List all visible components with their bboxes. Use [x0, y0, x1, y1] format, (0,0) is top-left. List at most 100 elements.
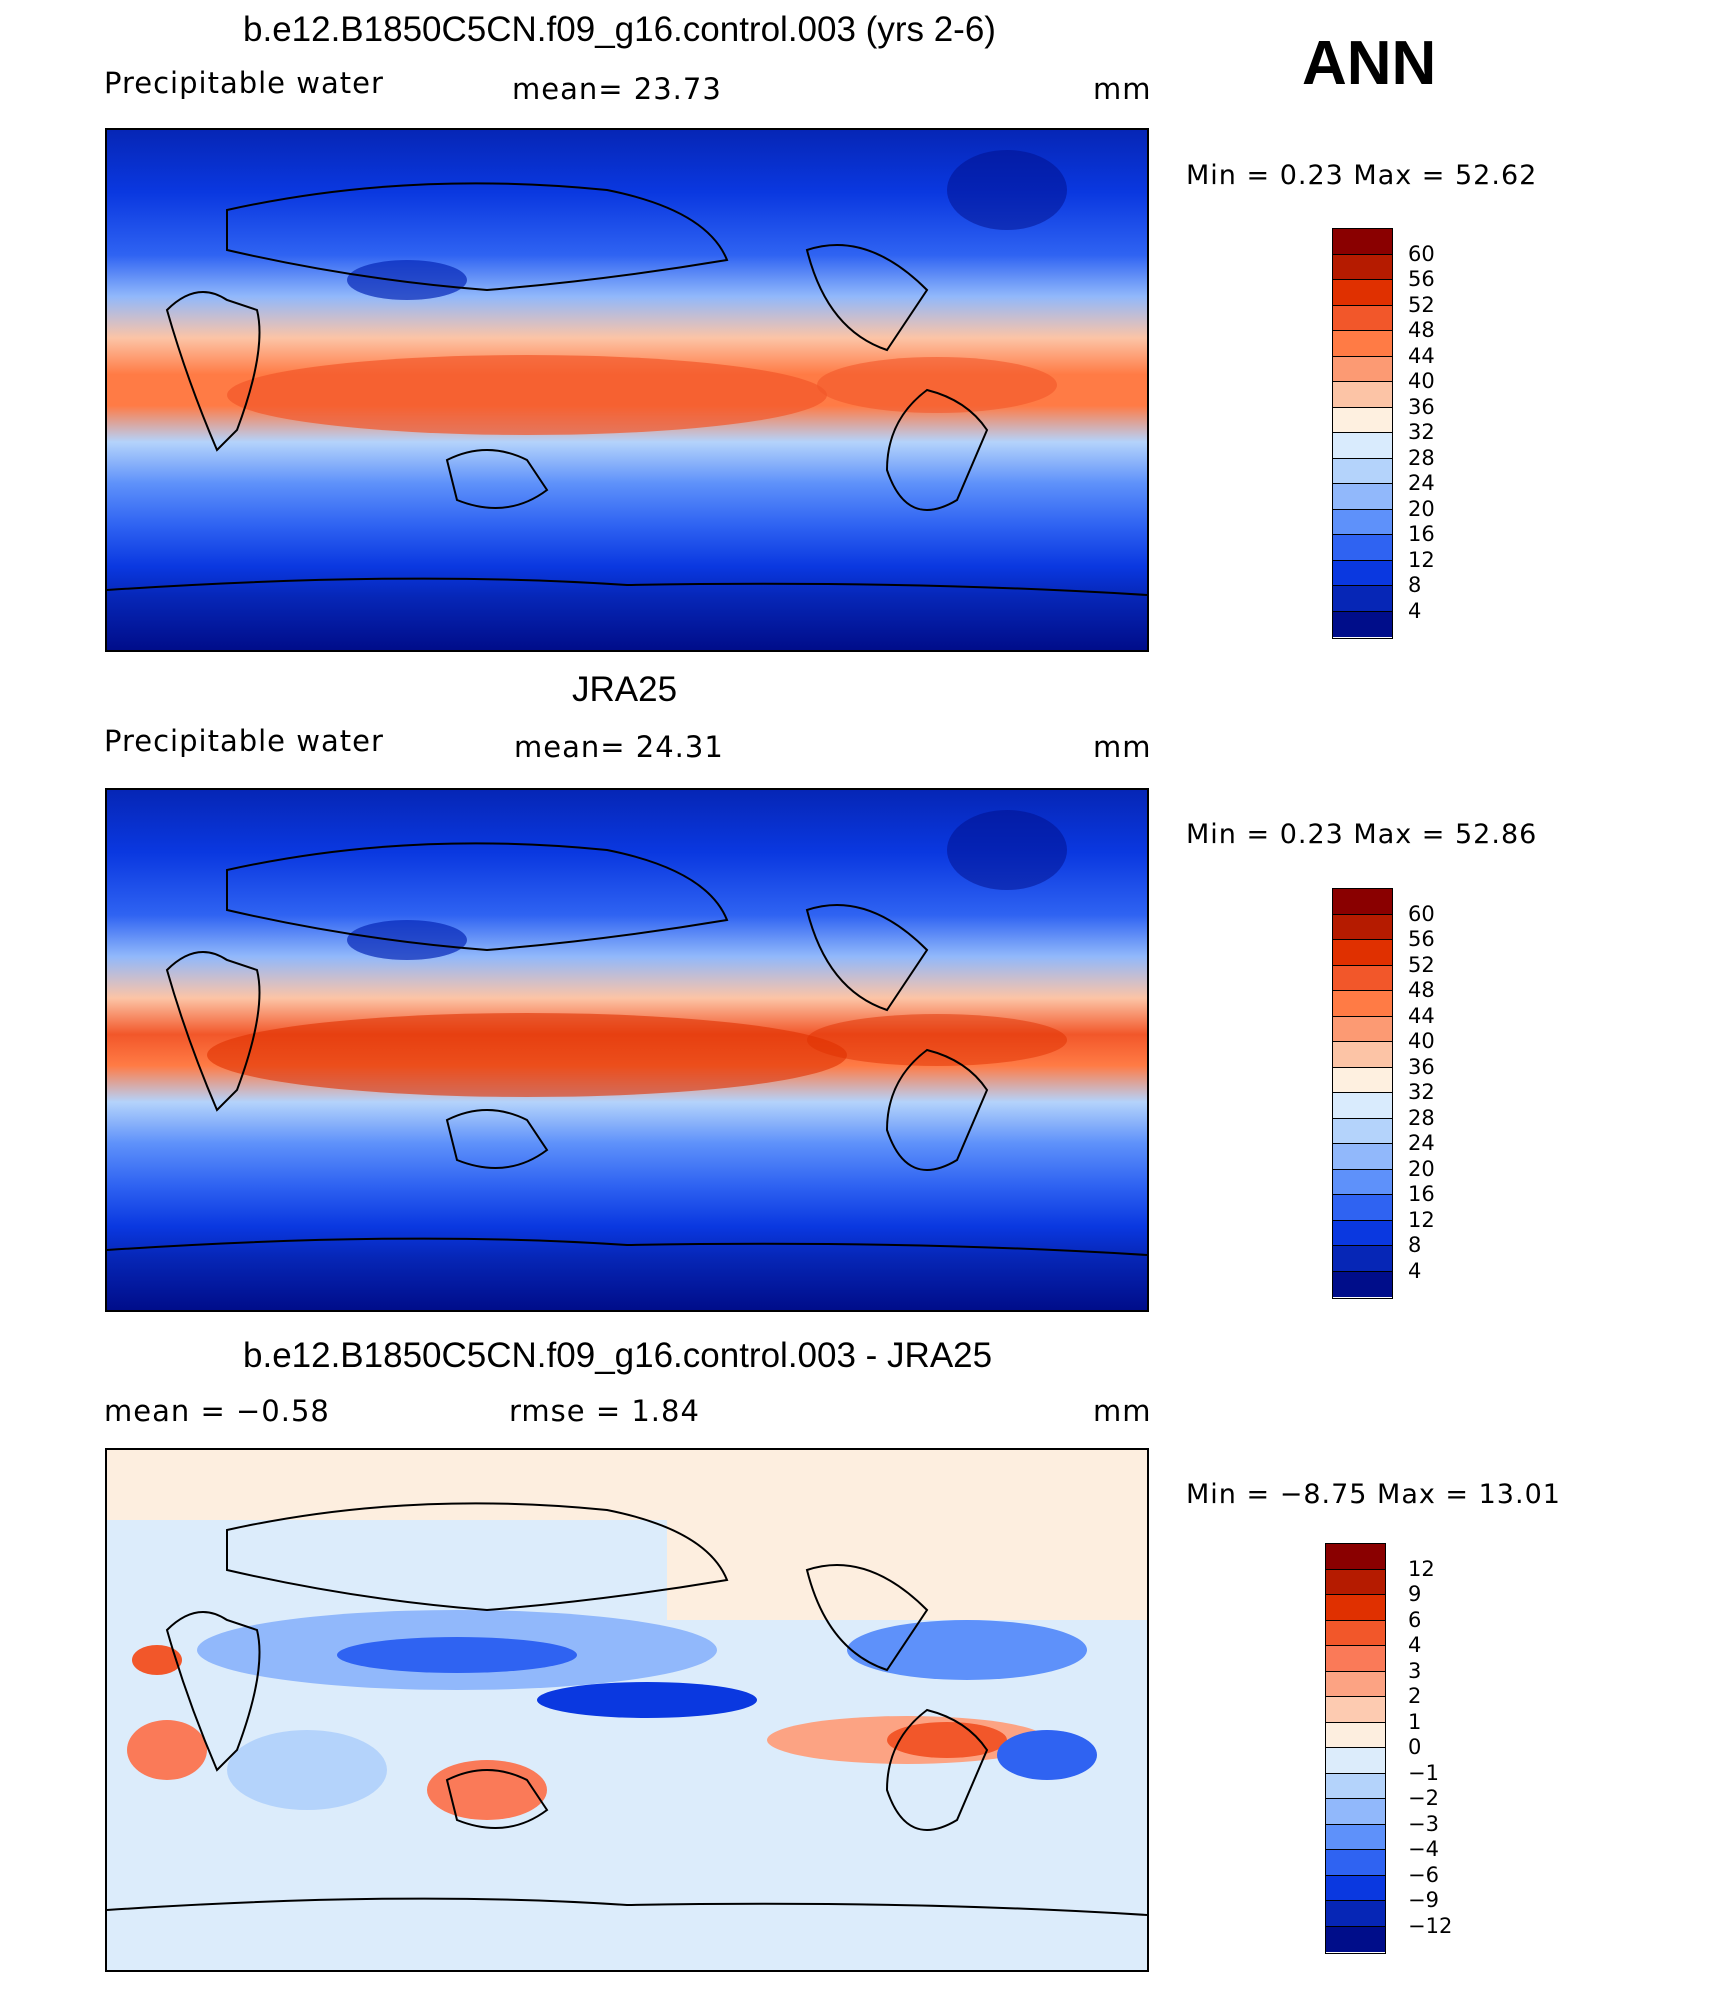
colorbar-cells: [1326, 1544, 1385, 1953]
colorbar-cell: [1326, 1697, 1385, 1723]
colorbar-tick-label: 16: [1408, 1182, 1435, 1206]
colorbar-cell: [1326, 1748, 1385, 1774]
colorbar-tick-label: 20: [1408, 496, 1435, 521]
map-model: [105, 128, 1149, 652]
units-label: mm: [1093, 72, 1152, 106]
rmse-label: rmse = 1.84: [509, 1394, 700, 1428]
colorbar-tick-label: 16: [1408, 522, 1435, 546]
colorbar-tick-label: 8: [1408, 1233, 1422, 1257]
colorbar-cell: [1333, 611, 1392, 637]
colorbar-tick-label: −9: [1408, 1888, 1439, 1912]
colorbar-cell: [1333, 1016, 1392, 1042]
precip-water-map-diff: [107, 1450, 1147, 1970]
colorbar-tick-label: 8: [1408, 573, 1422, 597]
colorbar-tick-label: 2: [1408, 1684, 1422, 1708]
colorbar-tick-label: 12: [1408, 1207, 1435, 1232]
units-label: mm: [1093, 730, 1152, 764]
colorbar-cell: [1326, 1595, 1385, 1621]
colorbar-tick-label: 1: [1408, 1709, 1422, 1734]
colorbar-cell: [1326, 1824, 1385, 1850]
colorbar-cell: [1326, 1722, 1385, 1748]
colorbar-tick-label: 24: [1408, 471, 1435, 495]
colorbar-tick-label: 60: [1408, 901, 1435, 926]
colorbar-tick-label: 4: [1408, 598, 1422, 623]
colorbar-tick-label: 52: [1408, 292, 1435, 317]
colorbar-tick-label: 52: [1408, 952, 1435, 977]
colorbar-tick-label: 4: [1408, 1633, 1422, 1657]
colorbar-tick-label: 48: [1408, 318, 1435, 342]
colorbar-cell: [1326, 1901, 1385, 1927]
colorbar-obs: [1332, 888, 1393, 1299]
colorbar-cell: [1333, 914, 1392, 940]
colorbar-cell: [1333, 382, 1392, 408]
variable-label: Precipitable water: [104, 724, 384, 758]
colorbar-cell: [1333, 1220, 1392, 1246]
precip-water-map-obs: [107, 790, 1147, 1310]
colorbar-tick-label: 28: [1408, 1105, 1435, 1130]
colorbar-cell: [1333, 1195, 1392, 1221]
colorbar-tick-label: 48: [1408, 978, 1435, 1002]
colorbar-cell: [1326, 1875, 1385, 1901]
min-max-label: Min = 0.23 Max = 52.86: [1186, 819, 1538, 850]
colorbar-cell: [1333, 331, 1392, 357]
colorbar-tick-label: −3: [1408, 1811, 1439, 1836]
colorbar-tick-label: 36: [1408, 1054, 1435, 1079]
panel-title: b.e12.B1850C5CN.f09_g16.control.003 (yrs…: [243, 10, 996, 49]
colorbar-tick-label: −4: [1408, 1837, 1439, 1861]
map-obs: [105, 788, 1149, 1312]
mean-label: mean= 24.31: [514, 730, 724, 764]
map-diff: [105, 1448, 1149, 1972]
colorbar-cell: [1333, 1246, 1392, 1272]
colorbar-cell: [1333, 229, 1392, 255]
colorbar-tick-label: 44: [1408, 343, 1435, 368]
colorbar-tick-label: 4: [1408, 1258, 1422, 1283]
colorbar-cell: [1333, 1042, 1392, 1068]
panel-title: JRA25: [572, 670, 678, 709]
colorbar-tick-label: 28: [1408, 445, 1435, 470]
colorbar-tick-label: 12: [1408, 1556, 1435, 1581]
colorbar-cell: [1333, 407, 1392, 433]
colorbar-cell: [1326, 1544, 1385, 1570]
colorbar-tick-label: 12: [1408, 547, 1435, 572]
colorbar-cell: [1326, 1620, 1385, 1646]
colorbar-cell: [1333, 509, 1392, 535]
colorbar-tick-label: 6: [1408, 1607, 1422, 1632]
colorbar-cell: [1333, 356, 1392, 382]
colorbar-cell: [1326, 1799, 1385, 1825]
colorbar-tick-label: 3: [1408, 1658, 1422, 1683]
units-label: mm: [1093, 1394, 1152, 1428]
colorbar-tick-label: 32: [1408, 1080, 1435, 1104]
colorbar-tick-label: −6: [1408, 1862, 1439, 1887]
colorbar-cell: [1333, 535, 1392, 561]
variable-label: Precipitable water: [104, 66, 384, 100]
colorbar-cell: [1333, 1067, 1392, 1093]
colorbar-tick-label: 40: [1408, 1029, 1435, 1053]
colorbar-cell: [1326, 1850, 1385, 1876]
colorbar-cells: [1333, 229, 1392, 638]
colorbar-cell: [1333, 484, 1392, 510]
colorbar-cell: [1333, 458, 1392, 484]
colorbar-cell: [1326, 1569, 1385, 1595]
colorbar-cell: [1333, 280, 1392, 306]
mean-label: mean = −0.58: [104, 1394, 330, 1428]
panel-title: b.e12.B1850C5CN.f09_g16.control.003 - JR…: [243, 1336, 993, 1375]
colorbar-cell: [1326, 1773, 1385, 1799]
colorbar-cell: [1333, 1271, 1392, 1297]
colorbar-cell: [1333, 1093, 1392, 1119]
precip-water-map-model: [107, 130, 1147, 650]
season-label: ANN: [1302, 29, 1437, 98]
colorbar-tick-label: 9: [1408, 1582, 1422, 1606]
colorbar-cell: [1333, 889, 1392, 915]
colorbar-cell: [1333, 433, 1392, 459]
colorbar-cell: [1333, 1144, 1392, 1170]
colorbar-tick-label: 24: [1408, 1131, 1435, 1155]
colorbar-cell: [1333, 965, 1392, 991]
colorbar-cell: [1333, 560, 1392, 586]
colorbar-tick-label: 60: [1408, 241, 1435, 266]
min-max-label: Min = 0.23 Max = 52.62: [1186, 160, 1538, 191]
colorbar-tick-label: 44: [1408, 1003, 1435, 1028]
colorbar-diff: [1325, 1543, 1386, 1954]
colorbar-tick-label: 56: [1408, 267, 1435, 291]
colorbar-cell: [1333, 940, 1392, 966]
colorbar-cell: [1333, 586, 1392, 612]
